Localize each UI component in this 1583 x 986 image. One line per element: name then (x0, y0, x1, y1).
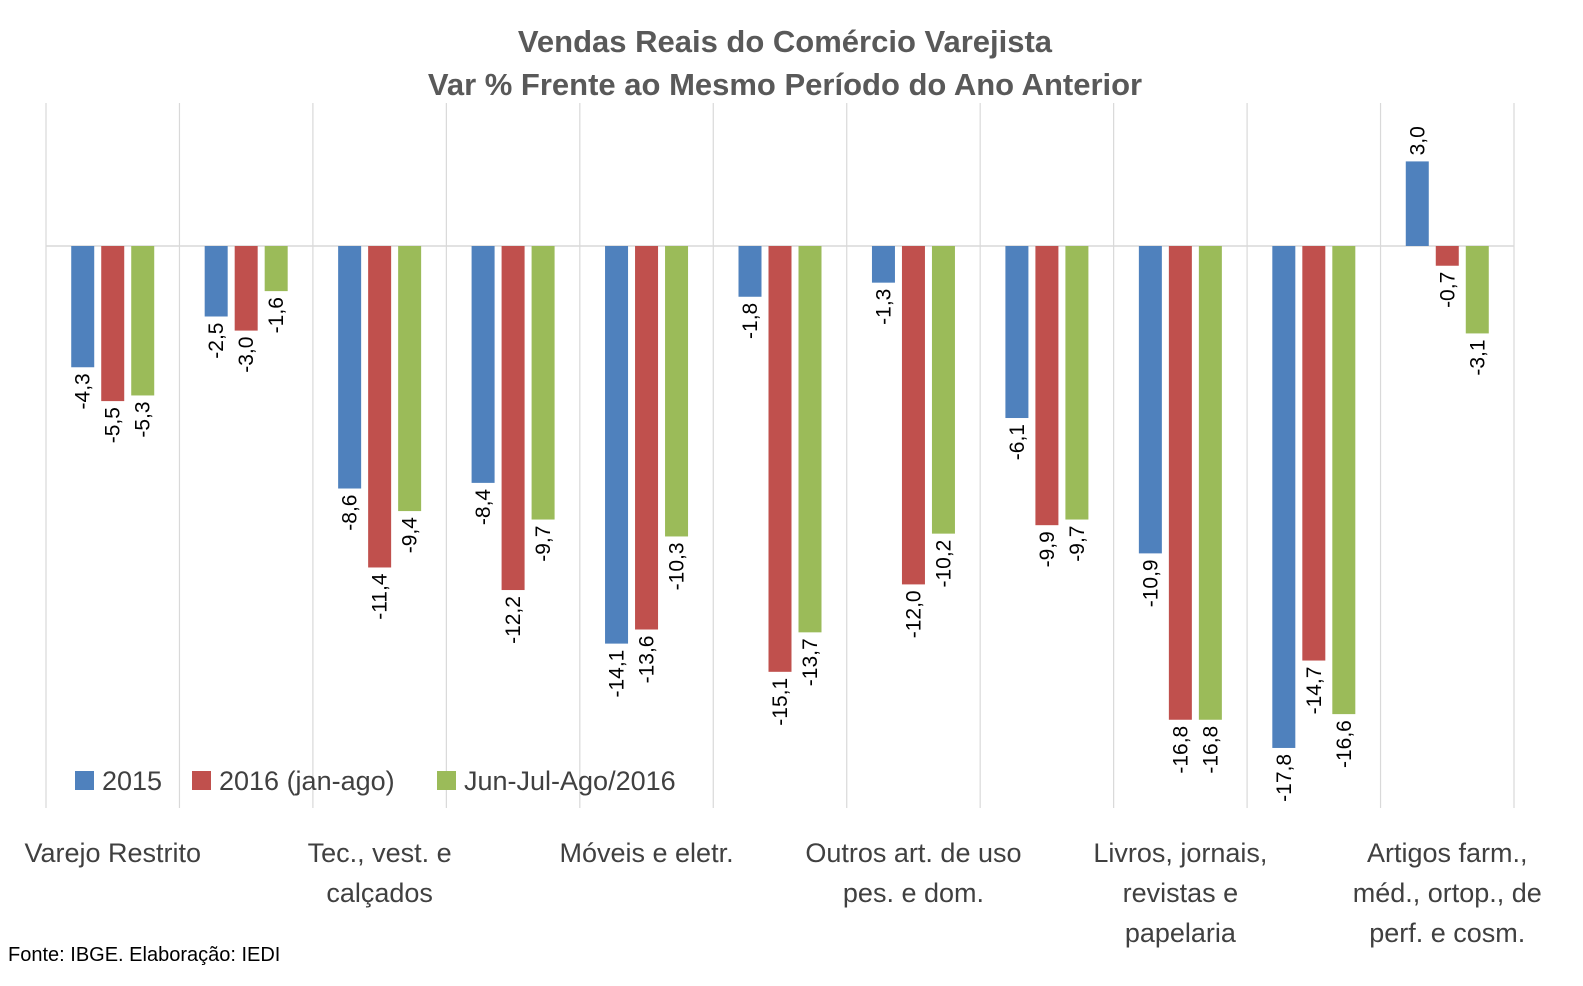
data-label: -1,6 (265, 297, 288, 333)
data-label: -12,0 (902, 590, 925, 638)
bar-2015-8 (1138, 246, 1162, 554)
bar-jun-jul-ago-2016-7 (1065, 246, 1089, 520)
legend-label-1: 2016 (jan-ago) (219, 766, 395, 796)
data-label: -0,7 (1436, 272, 1459, 308)
data-label: -9,7 (532, 526, 555, 562)
bar-2015-4 (605, 246, 629, 644)
bar-jun-jul-ago-2016-3 (531, 246, 555, 520)
data-label: -5,5 (102, 407, 125, 443)
bar-jun-jul-ago-2016-1 (264, 246, 288, 292)
data-label: -16,8 (1199, 726, 1222, 774)
bar-2016-jan-ago--4 (635, 246, 659, 630)
data-label: -6,1 (1006, 424, 1029, 460)
legend-swatch-1 (192, 771, 211, 790)
bar-jun-jul-ago-2016-0 (131, 246, 155, 396)
bar-2015-7 (1005, 246, 1029, 419)
data-label: -9,4 (399, 517, 422, 554)
bar-jun-jul-ago-2016-4 (665, 246, 689, 537)
data-label: -1,8 (739, 303, 762, 339)
data-label: -9,9 (1036, 531, 1059, 567)
bar-2015-5 (738, 246, 762, 297)
data-label: -14,1 (606, 650, 629, 698)
data-label: -11,4 (369, 573, 392, 620)
data-label: -10,9 (1139, 559, 1162, 607)
bar-jun-jul-ago-2016-10 (1465, 246, 1489, 334)
data-label: -17,8 (1273, 754, 1296, 802)
category-label: Tec., vest. e calçados (308, 838, 452, 908)
bar-2015-2 (338, 246, 362, 489)
bar-2016-jan-ago--8 (1168, 246, 1192, 720)
bar-jun-jul-ago-2016-9 (1332, 246, 1356, 715)
data-label: -16,6 (1333, 720, 1356, 768)
data-label: -3,0 (235, 337, 258, 373)
bar-jun-jul-ago-2016-8 (1198, 246, 1222, 720)
data-label: -3,1 (1466, 339, 1489, 375)
bar-2016-jan-ago--10 (1435, 246, 1459, 266)
category-labels: Varejo Restrito Tec., vest. e calçados Móve… (24, 838, 1541, 948)
data-label: -13,6 (636, 636, 659, 684)
category-label: Outros art. de uso pes. e dom. (805, 838, 1021, 908)
data-label: -8,6 (339, 495, 362, 531)
data-label: -16,8 (1169, 726, 1192, 774)
data-label: 3,0 (1406, 126, 1429, 155)
legend-swatch-2 (437, 771, 456, 790)
category-label: Varejo Restrito (24, 838, 201, 868)
legend-label-0: 2015 (102, 766, 162, 796)
category-label: Artigos farm., méd., ortop., de perf. e co… (1353, 838, 1542, 948)
bar-jun-jul-ago-2016-5 (798, 246, 822, 633)
category-label: Móveis e eletr. (560, 838, 734, 868)
data-label: -10,3 (666, 542, 689, 590)
data-label: -14,7 (1303, 667, 1326, 715)
bar-2015-0 (71, 246, 95, 368)
bar-2015-9 (1272, 246, 1296, 748)
bar-2015-10 (1405, 161, 1429, 246)
data-label: -12,2 (502, 596, 525, 644)
data-label: -5,3 (132, 401, 155, 437)
data-label: -10,2 (932, 540, 955, 588)
data-label: -2,5 (205, 323, 228, 359)
bar-2016-jan-ago--6 (901, 246, 925, 585)
bar-jun-jul-ago-2016-2 (398, 246, 422, 512)
legend-swatch-0 (75, 771, 94, 790)
bar-2015-1 (204, 246, 228, 317)
gridlines (45, 103, 1515, 808)
chart-subtitle: Var % Frente ao Mesmo Período do Ano Ant… (428, 67, 1142, 102)
chart-title: Vendas Reais do Comércio Varejista (518, 24, 1053, 59)
bar-2016-jan-ago--0 (101, 246, 125, 402)
data-labels: -4,3 -2,5 -8,6 -8,4 -14,1 -1,8 -1,3 -6,1 -10,9 -1… (72, 126, 1490, 802)
data-label: -15,1 (769, 678, 792, 726)
source-note: Fonte: IBGE. Elaboração: IEDI (8, 944, 281, 966)
data-label: -13,7 (799, 638, 822, 686)
bars (71, 161, 1489, 748)
bar-2016-jan-ago--5 (768, 246, 792, 672)
bar-2016-jan-ago--1 (234, 246, 258, 331)
data-label: -1,3 (872, 289, 895, 325)
bar-2015-3 (471, 246, 495, 483)
bar-2016-jan-ago--3 (501, 246, 525, 591)
data-label: -9,7 (1066, 526, 1089, 562)
bar-2016-jan-ago--7 (1035, 246, 1059, 526)
category-label: Livros, jornais, revistas e papelaria (1093, 838, 1267, 948)
bar-2015-6 (871, 246, 895, 283)
bar-2016-jan-ago--2 (368, 246, 392, 568)
bar-2016-jan-ago--9 (1302, 246, 1326, 661)
legend: 2015 2016 (jan-ago) Jun-Jul-Ago/2016 (75, 766, 676, 796)
legend-label-2: Jun-Jul-Ago/2016 (464, 766, 676, 796)
data-label: -8,4 (472, 489, 495, 526)
bar-jun-jul-ago-2016-6 (931, 246, 955, 534)
data-label: -4,3 (72, 373, 95, 409)
